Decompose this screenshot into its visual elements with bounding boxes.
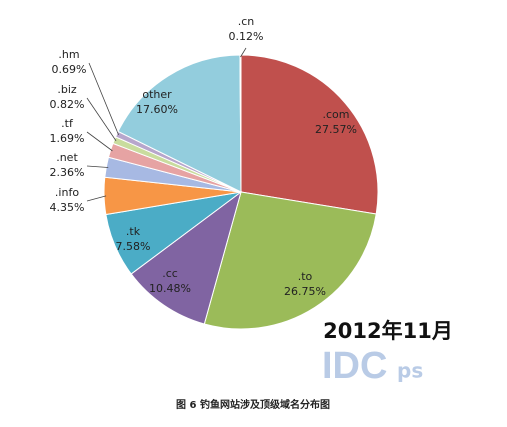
slice-label: .tk	[126, 225, 141, 238]
slice-value-label: 26.75%	[284, 285, 326, 298]
slice-label: .net	[56, 151, 78, 164]
slice-label: .hm	[58, 48, 79, 61]
pie-slice	[239, 54, 242, 193]
slice-label: .tf	[61, 117, 74, 130]
slice-label: .cn	[238, 15, 255, 28]
slice-label: .to	[298, 270, 313, 283]
slice-value-label: 4.35%	[50, 201, 85, 214]
slice-value-label: 10.48%	[149, 282, 191, 295]
watermark: IDC	[322, 345, 387, 387]
pie-slice	[203, 191, 377, 330]
slice-value-label: 17.60%	[136, 103, 178, 116]
slice-label: .com	[323, 108, 350, 121]
watermark: ps	[397, 359, 423, 383]
slice-label: .cc	[162, 267, 178, 280]
slice-value-label: 27.57%	[315, 123, 357, 136]
slice-label: other	[142, 88, 172, 101]
pie-slice	[117, 54, 242, 193]
slice-value-label: 2.36%	[50, 166, 85, 179]
date-annotation: 2012年11月	[323, 319, 453, 343]
slice-value-label: 7.58%	[116, 240, 151, 253]
leader-line	[86, 195, 107, 202]
pie-slice	[130, 190, 242, 325]
leader-line	[240, 47, 247, 58]
slice-value-label: 0.69%	[52, 63, 87, 76]
leader-line	[88, 62, 119, 136]
slice-label: .info	[55, 186, 79, 199]
chart-title: 图 6 钓鱼网站涉及顶级域名分布图	[176, 398, 330, 411]
leader-line	[86, 131, 113, 152]
slice-value-label: 1.69%	[50, 132, 85, 145]
slice-value-label: 0.12%	[229, 30, 264, 43]
leader-line	[86, 165, 109, 168]
leader-line	[86, 97, 117, 142]
pie-slice	[240, 54, 379, 215]
slice-value-label: 0.82%	[50, 98, 85, 111]
slice-label: .biz	[57, 83, 77, 96]
